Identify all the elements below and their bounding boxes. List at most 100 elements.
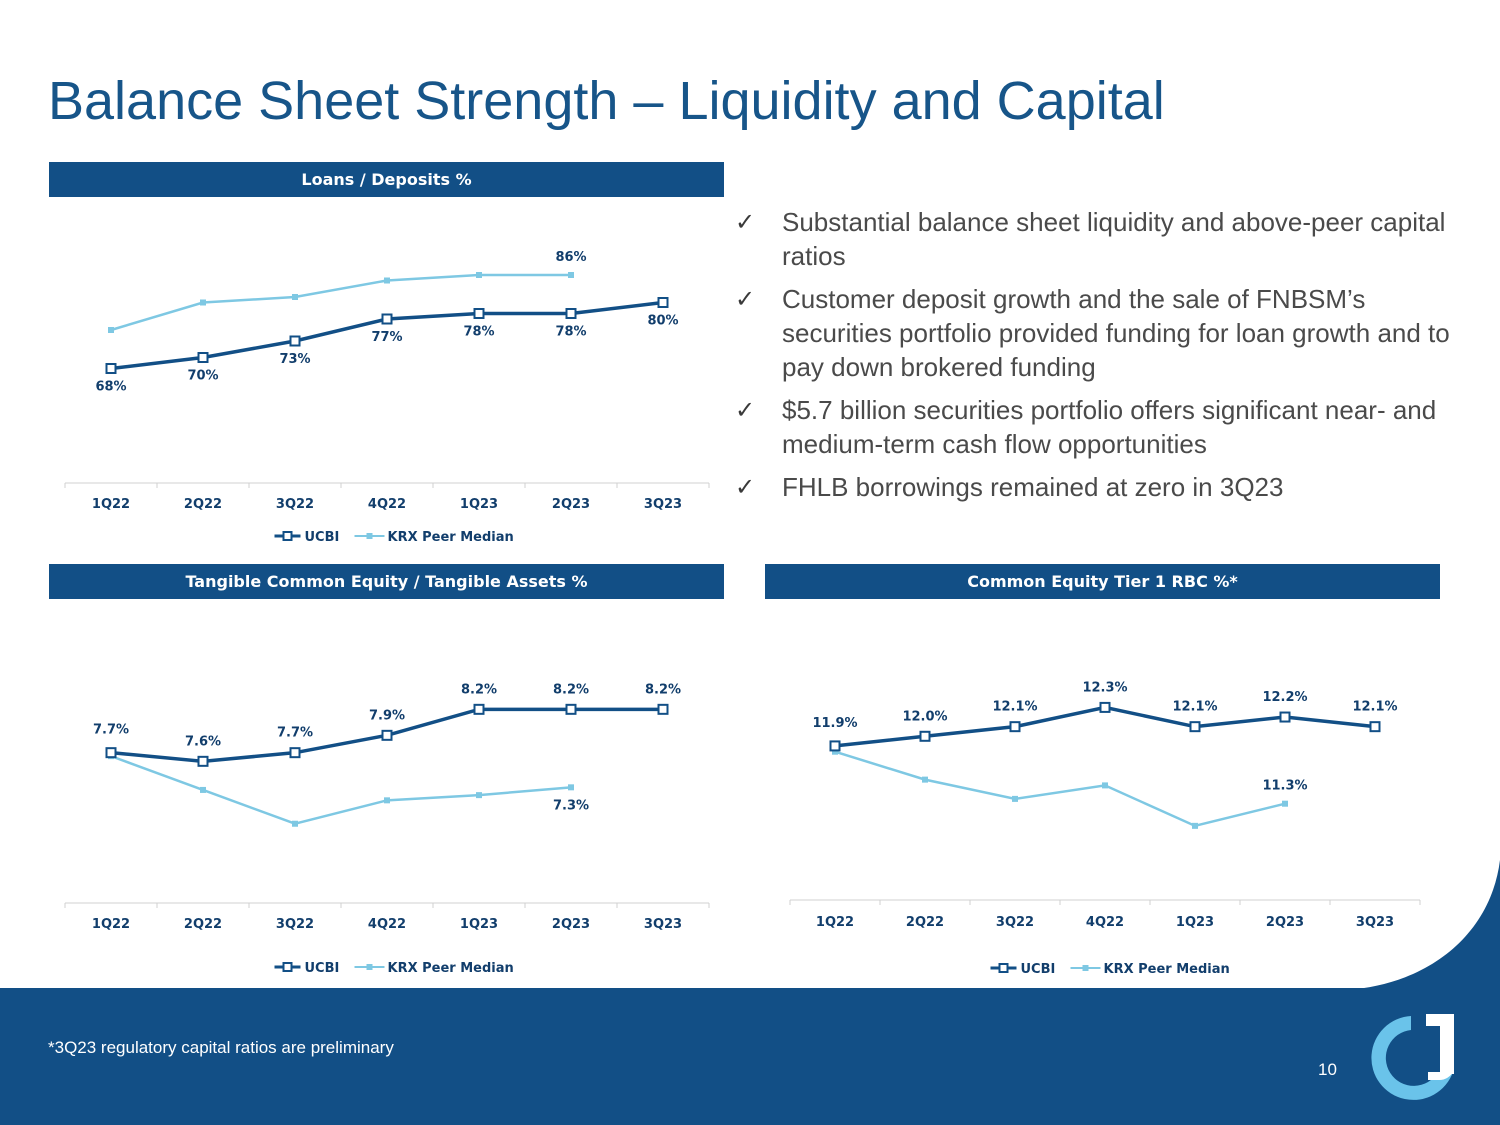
check-mark-icon: ✓ [735,208,756,236]
ucbi-point [829,740,841,752]
ucbi-point [473,308,485,319]
check-mark-icon: ✓ [735,396,756,424]
legend-ucbi-label: UCBI [1021,962,1056,977]
ucbi-data-label: 77% [371,330,402,345]
x-tick-label: 2Q22 [906,915,944,930]
peer-line [110,273,571,332]
x-tick-label: 1Q23 [460,917,498,932]
x-tick-label: 3Q22 [276,497,314,512]
peer-line [834,750,1286,828]
ucbi-point [289,335,301,347]
peer-point [476,792,482,799]
x-tick-label: 1Q22 [92,917,130,932]
ucbi-point [565,308,577,319]
ucbi-point [1099,701,1111,713]
bullet-text: FHLB borrowings remained at zero in 3Q23 [782,472,1284,502]
ucbi-data-label: 12.1% [992,700,1037,715]
peer-point [832,748,838,755]
legend-ucbi-label: UCBI [305,530,340,545]
cet1-chart: 1Q22 2Q22 3Q22 4Q22 1Q23 2Q23 3Q23 11.9% 12.0% 12… [789,680,1421,977]
ucbi-data-label: 7.7% [93,723,129,738]
peer-data-label: 86% [555,250,586,265]
ucbi-point [1009,721,1021,733]
ucbi-data-label: 12.0% [902,709,947,724]
ucbi-point [381,729,393,741]
ucbi-point [105,363,117,374]
x-tick-label: 1Q23 [1176,915,1214,930]
peer-point [292,294,298,300]
x-tick-label: 4Q22 [1086,915,1124,930]
peer-point [922,776,928,783]
ucbi-data-label: 12.2% [1262,690,1307,705]
legend-ucbi-marker [998,963,1009,973]
x-tick-label: 1Q22 [92,497,130,512]
ucbi-data-label: 8.2% [645,682,681,697]
ucbi-point [1369,721,1381,733]
x-tick-label: 3Q22 [276,917,314,932]
ucbi-data-label: 80% [647,314,678,329]
peer-point [568,272,574,278]
peer-point [1192,822,1198,829]
ucbi-data-label: 78% [555,325,586,340]
page-number: 10 [1318,1060,1337,1079]
ucbi-data-label: 78% [463,325,494,340]
ucbi-point [565,703,577,715]
x-tick-label: 3Q23 [644,497,682,512]
peer-point [568,784,574,791]
legend-peer-label: KRX Peer Median [1104,962,1230,977]
ucbi-point [381,313,393,325]
x-tick-label: 3Q23 [1356,915,1394,930]
peer-point [384,277,390,284]
x-tick-label: 2Q23 [1266,915,1304,930]
bullet-text: Substantial balance sheet liquidity and … [782,207,1446,271]
bullet-item: ✓ Substantial balance sheet liquidity and… [735,205,1455,273]
x-tick-label: 3Q23 [644,917,682,932]
ucbi-point [1279,711,1291,723]
peer-point [1012,795,1018,802]
ucbi-point [657,297,669,308]
legend-peer-label: KRX Peer Median [388,530,514,545]
x-tick-label: 4Q22 [368,917,406,932]
legend-ucbi-marker [282,531,293,541]
loans-deposits-header: Loans / Deposits % [49,162,724,197]
ucbi-data-label: 12.1% [1352,700,1397,715]
key-points-list: ✓ Substantial balance sheet liquidity and… [735,205,1455,513]
loans-deposits-chart: 1Q22 2Q22 3Q22 4Q22 1Q23 2Q23 3Q23 68% 70% 73% 77%… [64,250,710,545]
ucbi-point [197,755,209,767]
x-tick-label: 2Q23 [552,917,590,932]
peer-line [110,754,572,826]
ucbi-data-label: 12.3% [1082,680,1127,695]
legend-peer-marker [1082,965,1089,971]
footnote: *3Q23 regulatory capital ratios are prel… [48,1038,394,1057]
ucbi-data-label: 7.9% [369,708,405,723]
x-tick-label: 2Q22 [184,917,222,932]
peer-point [200,786,206,793]
peer-point [384,797,390,804]
peer-point [292,820,298,827]
check-mark-icon: ✓ [735,285,756,313]
ucbi-data-label: 68% [95,380,126,395]
x-tick-label: 4Q22 [368,497,406,512]
page-title: Balance Sheet Strength – Liquidity and C… [48,71,1165,131]
bullet-text: $5.7 billion securities portfolio offers… [782,395,1437,459]
ucbi-point [919,730,931,742]
peer-data-label: 11.3% [1262,779,1307,794]
bullet-item: ✓ $5.7 billion securities portfolio offer… [735,393,1455,461]
ucbi-data-label: 7.6% [185,734,221,749]
peer-point [108,327,114,333]
bullet-item: ✓ Customer deposit growth and the sale of… [735,282,1455,384]
peer-data-label: 7.3% [553,798,589,813]
bullet-text: Customer deposit growth and the sale of … [782,284,1450,382]
peer-point [1102,782,1108,789]
legend-peer-label: KRX Peer Median [388,961,514,976]
ucbi-point [657,703,669,715]
ucbi-data-label: 12.1% [1172,700,1217,715]
bullet-item: ✓ FHLB borrowings remained at zero in 3Q2… [735,470,1455,504]
ucbi-data-label: 8.2% [461,682,497,697]
legend-peer-marker [366,533,373,539]
ucbi-point [289,747,301,759]
tce-ta-chart: 1Q22 2Q22 3Q22 4Q22 1Q23 2Q23 3Q23 7.7% 7.6% 7.7%… [64,682,710,976]
ucbi-point [197,352,209,363]
ucbi-data-label: 70% [187,369,218,384]
legend-ucbi-marker [282,962,293,972]
